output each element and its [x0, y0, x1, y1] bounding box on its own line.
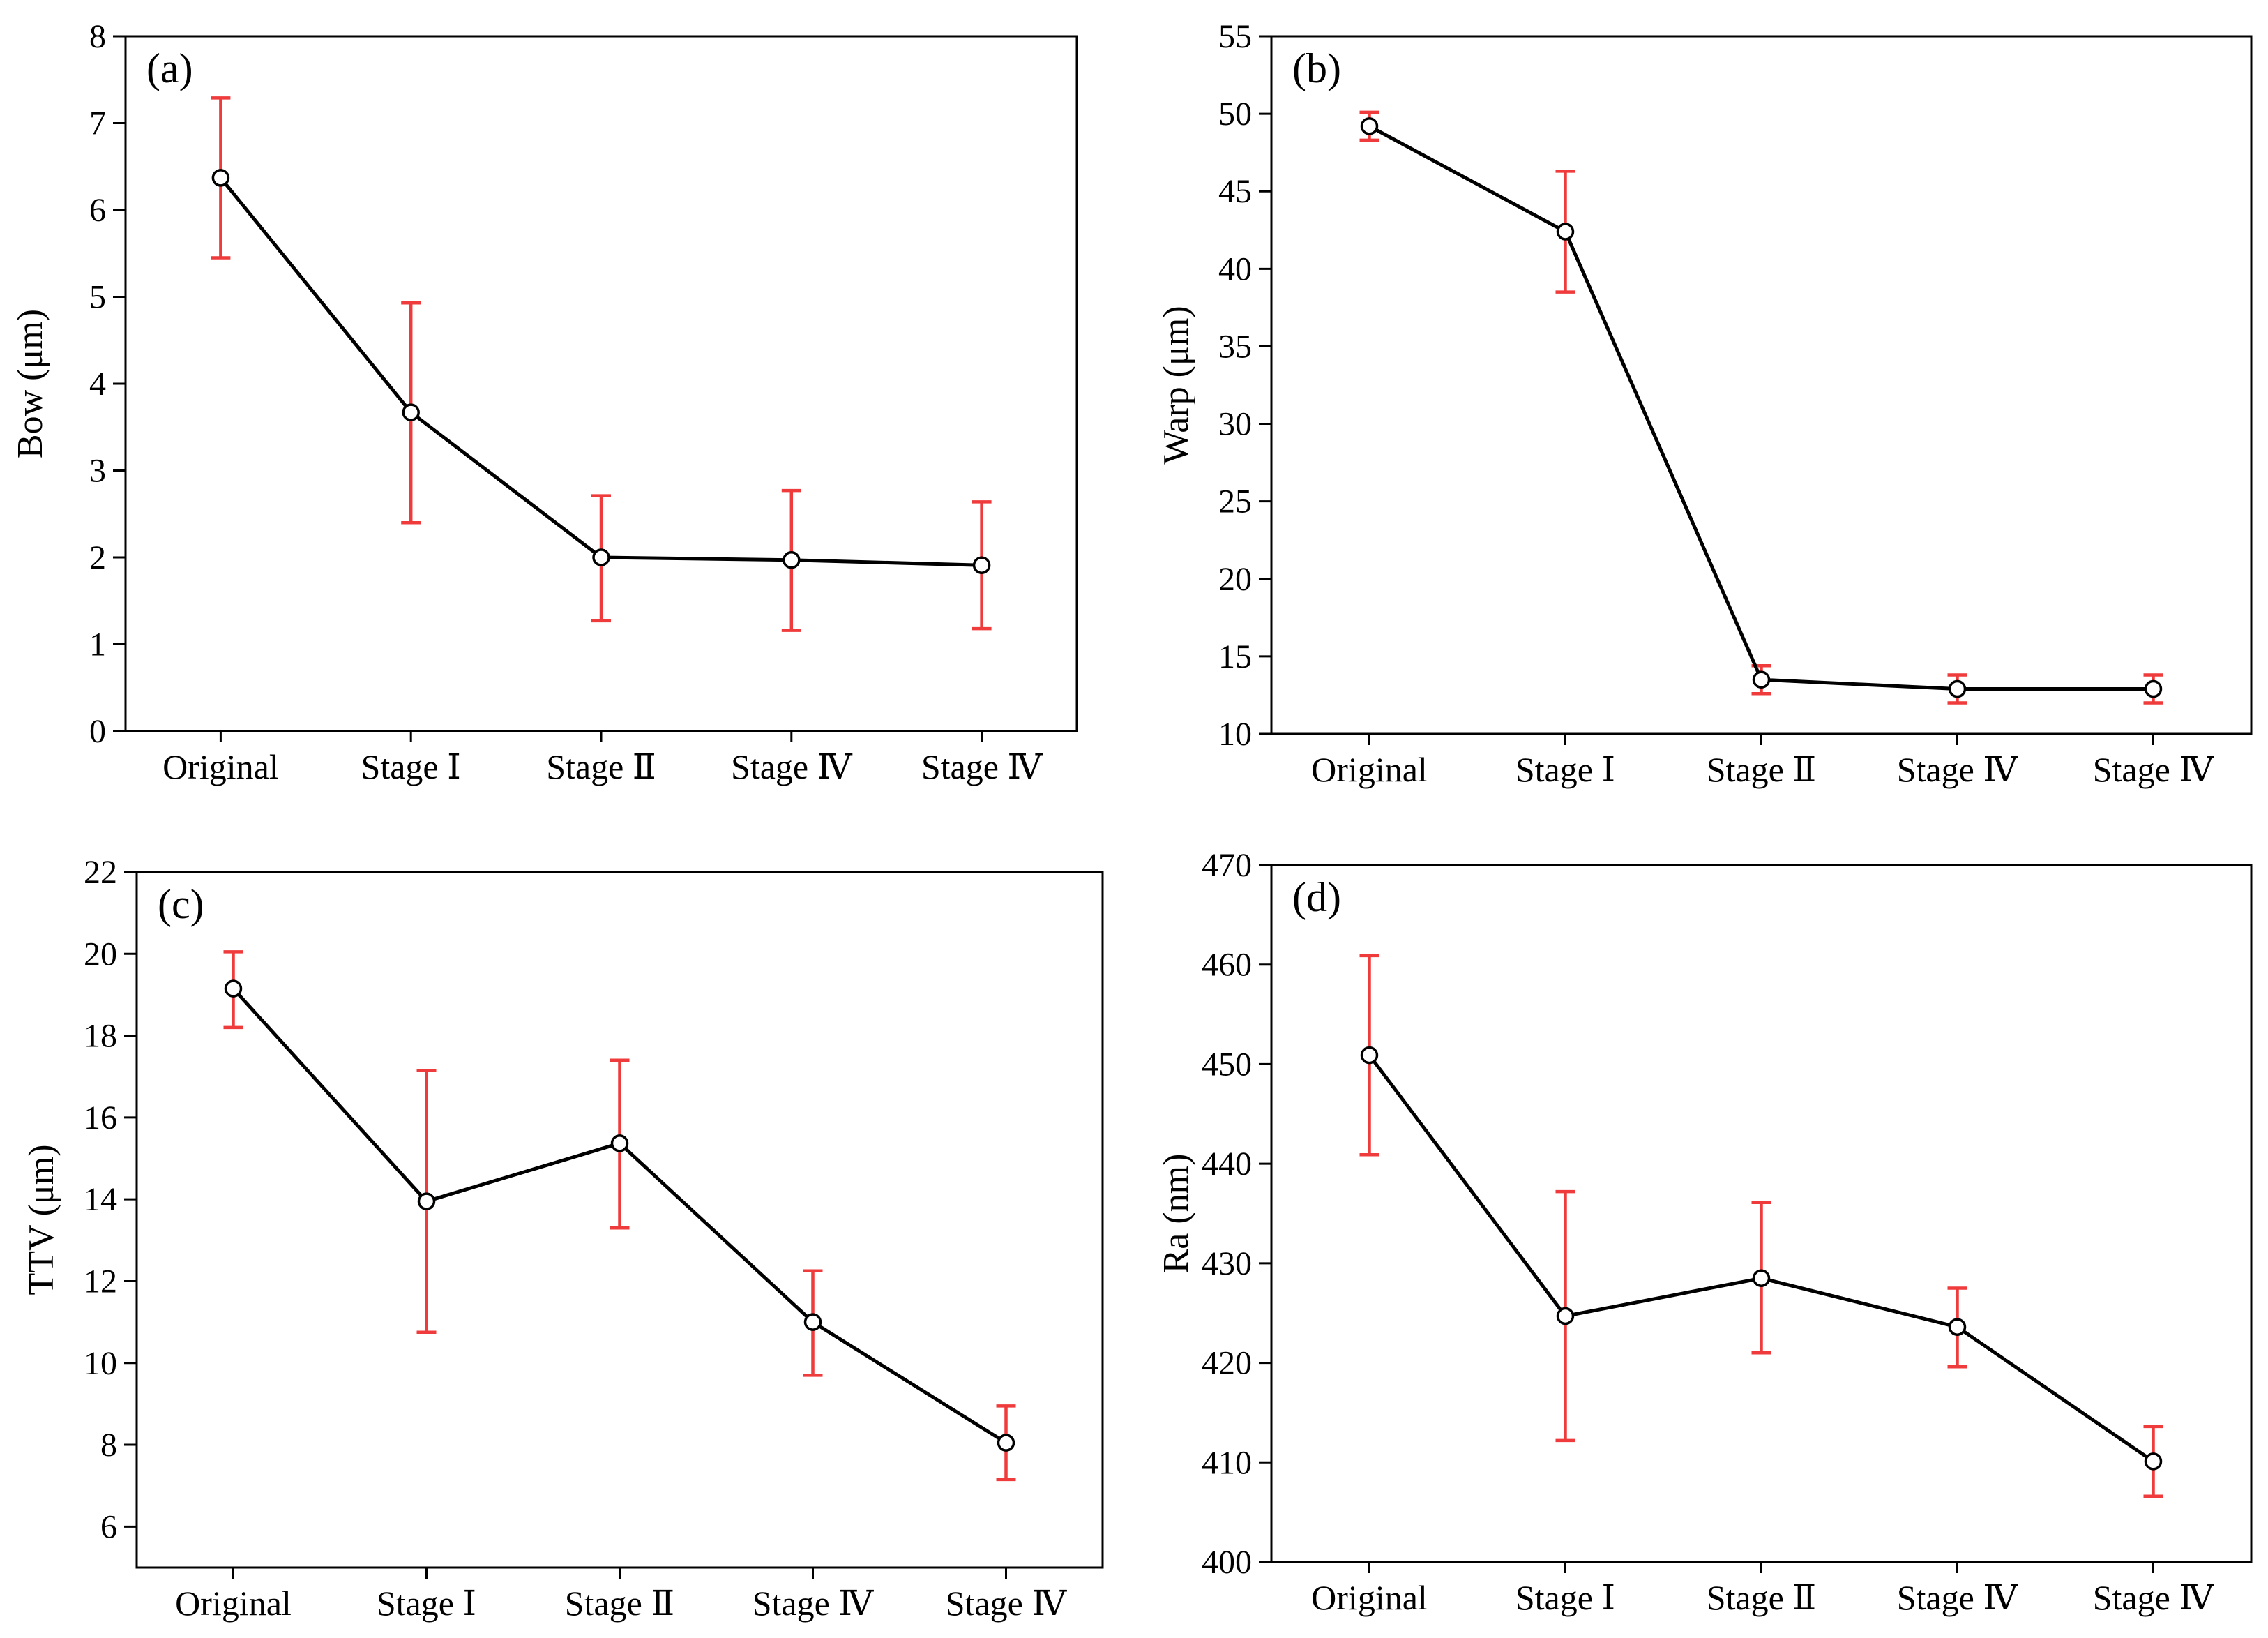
- data-point: [1360, 1046, 1379, 1065]
- x-category-label: Stage Ⅱ: [565, 1584, 675, 1623]
- y-tick-label: 4: [89, 366, 106, 403]
- x-category-label: Original: [175, 1584, 292, 1623]
- y-tick-label: 8: [89, 18, 106, 55]
- data-point: [783, 550, 801, 569]
- chart-panel-2: 10 15 20 25 30 35 40 45 50 55 Original Stage Ⅰ Stage…: [1156, 18, 2253, 789]
- data-point: [417, 1192, 436, 1210]
- y-tick-label: 5: [89, 279, 106, 316]
- y-tick-label: 460: [1202, 947, 1252, 984]
- data-point: [1556, 223, 1575, 241]
- y-tick-label: 0: [89, 713, 106, 750]
- data-point: [2144, 679, 2163, 698]
- plot-area-frame: [124, 35, 1078, 732]
- data-point: [2144, 1452, 2163, 1471]
- x-category-label: Stage Ⅳ: [1897, 1578, 2019, 1617]
- series-line: [1368, 124, 2154, 691]
- y-tick-label: 470: [1202, 847, 1252, 884]
- x-category-label: Stage Ⅳ: [731, 747, 853, 786]
- data-point: [1752, 1269, 1771, 1288]
- x-category-label: Original: [1311, 1578, 1428, 1617]
- chart-panel-3: 6 8 10 12 14 16 18 20 22 Original Stage Ⅰ Stage Ⅱ St…: [22, 854, 1104, 1623]
- y-tick-label: 55: [1218, 18, 1252, 55]
- x-category-label: Stage Ⅳ: [2093, 750, 2215, 789]
- y-tick-label: 450: [1202, 1046, 1252, 1083]
- x-category-label: Stage Ⅳ: [921, 747, 1043, 786]
- x-category-label: Stage Ⅱ: [1707, 1578, 1817, 1617]
- x-category-label: Stage Ⅰ: [1515, 750, 1615, 789]
- y-tick-label: 14: [84, 1181, 117, 1218]
- y-tick-label: 10: [1218, 716, 1252, 753]
- panel-label: (a): [146, 45, 193, 91]
- data-point: [592, 548, 610, 566]
- panel-label: (b): [1292, 45, 1341, 91]
- data-point: [1948, 1318, 1967, 1336]
- x-category-label: Stage Ⅰ: [377, 1584, 476, 1623]
- y-tick-label: 400: [1202, 1544, 1252, 1581]
- y-tick-label: 35: [1218, 328, 1252, 365]
- x-category-label: Stage Ⅰ: [1515, 1578, 1615, 1617]
- y-tick-label: 16: [84, 1099, 117, 1136]
- y-tick-label: 45: [1218, 173, 1252, 210]
- data-point: [997, 1434, 1015, 1452]
- x-category-label: Original: [162, 747, 279, 786]
- data-point: [402, 403, 420, 421]
- data-point: [803, 1313, 822, 1331]
- y-tick-label: 50: [1218, 96, 1252, 133]
- x-category-label: Stage Ⅱ: [546, 747, 656, 786]
- y-tick-label: 20: [84, 936, 117, 972]
- panel-label: (c): [158, 881, 204, 927]
- y-tick-label: 10: [84, 1345, 117, 1382]
- x-category-label: Stage Ⅳ: [753, 1584, 875, 1623]
- y-tick-label: 410: [1202, 1444, 1252, 1481]
- y-tick-label: 440: [1202, 1145, 1252, 1182]
- y-tick-label: 2: [89, 539, 106, 576]
- data-point: [1360, 117, 1379, 135]
- x-category-label: Stage Ⅳ: [946, 1584, 1068, 1623]
- y-tick-label: 40: [1218, 250, 1252, 287]
- y-tick-label: 6: [89, 192, 106, 229]
- y-tick-label: 22: [84, 854, 117, 891]
- data-point: [1948, 679, 1967, 698]
- y-axis-title: Warp (μm): [1156, 306, 1196, 464]
- chart-panel-1: 0 1 2 3 4 5 6 7 8 Original Stage Ⅰ Stage Ⅱ Stage Ⅳ St…: [10, 18, 1078, 786]
- x-category-label: Stage Ⅳ: [2093, 1578, 2215, 1617]
- data-point: [224, 979, 243, 998]
- x-category-label: Stage Ⅱ: [1707, 750, 1817, 789]
- y-tick-label: 15: [1218, 638, 1252, 675]
- data-point: [1752, 670, 1771, 689]
- y-tick-label: 8: [100, 1427, 117, 1464]
- y-tick-label: 6: [100, 1508, 117, 1545]
- y-tick-label: 30: [1218, 406, 1252, 443]
- data-point: [211, 169, 230, 187]
- x-category-label: Stage Ⅰ: [361, 747, 461, 786]
- data-point: [1556, 1307, 1575, 1325]
- x-category-label: Stage Ⅳ: [1897, 750, 2019, 789]
- data-point: [972, 556, 991, 574]
- x-category-label: Original: [1311, 750, 1428, 789]
- panel-label: (d): [1292, 874, 1341, 920]
- y-tick-label: 1: [89, 626, 106, 663]
- data-point: [610, 1134, 629, 1152]
- y-tick-label: 12: [84, 1263, 117, 1300]
- y-axis-title: Ra (nm): [1156, 1154, 1196, 1274]
- y-axis-title: Bow (μm): [10, 309, 50, 458]
- y-tick-label: 3: [89, 453, 106, 490]
- y-tick-label: 430: [1202, 1245, 1252, 1282]
- y-tick-label: 20: [1218, 561, 1252, 598]
- y-tick-label: 25: [1218, 483, 1252, 520]
- y-axis-title: TTV (μm): [22, 1144, 61, 1295]
- y-tick-label: 420: [1202, 1345, 1252, 1382]
- chart-panel-4: 400 410 420 430 440 450 460 470 Original Stage Ⅰ S…: [1156, 847, 2253, 1617]
- y-tick-label: 7: [89, 105, 106, 142]
- plot-area-frame: [1270, 35, 2253, 735]
- y-tick-label: 18: [84, 1018, 117, 1055]
